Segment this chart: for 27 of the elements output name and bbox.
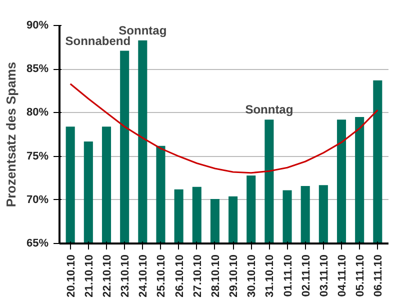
x-tick-label: 24.10.10	[138, 254, 150, 298]
x-tick-label: 28.10.10	[210, 254, 222, 298]
x-tick-label: 06.11.10	[372, 254, 385, 297]
x-tick-label: 30.10.10	[246, 254, 258, 298]
line-series	[70, 83, 378, 174]
x-tick-label: 25.10.10	[156, 254, 168, 298]
x-tick-label: 04.11.10	[336, 254, 348, 297]
x-tick-label: 20.10.10	[65, 254, 78, 298]
x-tick-label: 21.10.10	[83, 254, 96, 298]
y-tick-label: 70%	[26, 194, 49, 206]
x-tick-label: 26.10.10	[174, 254, 186, 298]
y-tick-label: 75%	[26, 150, 49, 162]
x-tick-label: 31.10.10	[264, 254, 276, 298]
x-tick-label: 27.10.10	[192, 254, 204, 298]
x-tick-label: 29.10.10	[228, 254, 240, 298]
x-tick-label: 23.10.10	[120, 254, 132, 298]
y-tick-label: 90%	[26, 20, 49, 32]
y-tick-label: 65%	[26, 238, 49, 250]
x-tick-label: 01.11.10	[282, 254, 294, 297]
annotation: Sonntag	[245, 102, 294, 117]
x-tick-label: 02.11.10	[300, 254, 312, 297]
x-tick-label: 05.11.10	[354, 254, 367, 297]
y-tick-label: 85%	[26, 63, 49, 76]
x-tick-label: 03.11.10	[318, 254, 330, 297]
y-axis-title: Prozentsatz des Spams	[3, 62, 18, 208]
y-tick-label: 80%	[26, 106, 49, 119]
x-tick-label: 22.10.10	[102, 254, 114, 298]
